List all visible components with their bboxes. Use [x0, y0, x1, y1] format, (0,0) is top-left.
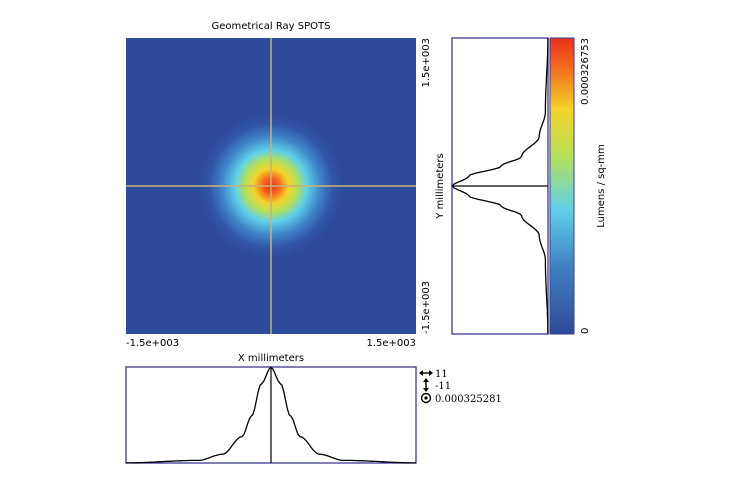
target-icon [420, 392, 432, 404]
x-tick-label-min: -1.5e+003 [126, 338, 179, 349]
vertical-arrow-icon [423, 378, 429, 392]
y-tick-label-max: 1.5e+003 [421, 38, 432, 88]
cursor-readout: 11 -11 0.000325281 [419, 369, 502, 405]
colorbar: 0.000326753 0 Lumens / sq-mm [549, 37, 607, 335]
readout-y-value: -11 [435, 381, 451, 392]
y-profile-panel [451, 37, 549, 335]
readout-x-value: 11 [435, 369, 448, 380]
y-tick-label-min: -1.5e+003 [421, 281, 432, 334]
y-axis-label: Y millimeters [435, 153, 446, 219]
x-profile-curve [126, 366, 416, 464]
y-profile-curve [451, 38, 549, 334]
heatmap-plot[interactable] [126, 38, 416, 334]
horizontal-arrow-icon [419, 370, 433, 376]
readout-value: 0.000325281 [435, 394, 502, 405]
x-axis-label: X millimeters [238, 353, 304, 364]
colorbar-units-label: Lumens / sq-mm [596, 144, 607, 228]
colorbar-max-label: 0.000326753 [580, 38, 591, 105]
chart-title: Geometrical Ray SPOTS [212, 21, 331, 32]
colorbar-gradient [549, 37, 575, 335]
x-profile-panel [125, 366, 417, 464]
x-tick-label-max: 1.5e+003 [366, 338, 416, 349]
colorbar-min-label: 0 [580, 328, 591, 334]
